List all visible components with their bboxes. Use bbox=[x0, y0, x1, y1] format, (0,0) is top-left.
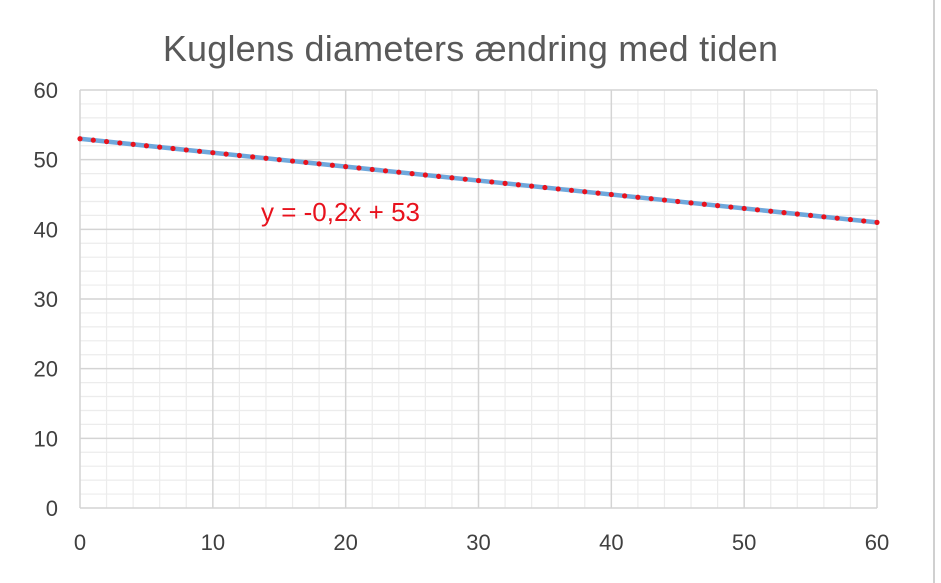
data-point bbox=[555, 186, 561, 192]
data-point bbox=[807, 212, 814, 218]
data-point bbox=[861, 218, 867, 224]
y-tick-label: 60 bbox=[34, 78, 58, 103]
x-tick-label: 60 bbox=[865, 530, 889, 555]
data-point bbox=[834, 215, 840, 221]
major-grid bbox=[79, 89, 878, 509]
data-point bbox=[715, 203, 721, 209]
data-point bbox=[130, 141, 136, 147]
data-point bbox=[303, 159, 309, 166]
data-point bbox=[622, 193, 628, 199]
data-point bbox=[821, 214, 827, 220]
data-point bbox=[502, 180, 508, 186]
data-point bbox=[329, 162, 335, 168]
data-point bbox=[90, 137, 96, 143]
data-point bbox=[263, 155, 269, 161]
x-tick-label: 0 bbox=[74, 530, 86, 555]
x-axis-ticks: 0 10 20 30 40 50 60 bbox=[74, 530, 889, 555]
data-point bbox=[382, 168, 389, 174]
data-point bbox=[223, 151, 229, 157]
x-tick-label: 30 bbox=[466, 530, 490, 555]
data-point bbox=[183, 147, 189, 153]
data-point bbox=[117, 140, 123, 146]
data-point bbox=[236, 152, 242, 159]
data-point bbox=[661, 197, 668, 203]
x-tick-label: 20 bbox=[333, 530, 357, 555]
trendline-equation: y = -0,2x + 53 bbox=[261, 197, 420, 227]
y-tick-label: 10 bbox=[34, 426, 58, 451]
data-point bbox=[210, 150, 216, 156]
data-point bbox=[768, 208, 774, 214]
data-point bbox=[515, 182, 521, 188]
data-point bbox=[675, 198, 681, 205]
data-point bbox=[475, 177, 482, 184]
y-tick-label: 30 bbox=[34, 287, 58, 312]
data-point bbox=[608, 191, 614, 198]
data-point bbox=[595, 190, 601, 196]
data-point bbox=[728, 204, 734, 210]
data-point bbox=[489, 179, 495, 185]
data-point bbox=[847, 216, 854, 223]
data-points bbox=[77, 136, 880, 225]
data-point bbox=[316, 161, 322, 167]
data-point bbox=[276, 157, 282, 163]
y-tick-label: 0 bbox=[46, 496, 58, 521]
data-point bbox=[648, 196, 654, 202]
y-tick-label: 50 bbox=[34, 148, 58, 173]
data-point bbox=[250, 154, 256, 160]
x-tick-label: 10 bbox=[201, 530, 225, 555]
data-point bbox=[582, 189, 588, 195]
data-point bbox=[369, 166, 375, 173]
y-axis-ticks: 0 10 20 30 40 50 60 bbox=[34, 78, 58, 521]
chart-title: Kuglens diameters ændring med tiden bbox=[162, 28, 779, 69]
data-point bbox=[422, 172, 428, 178]
data-point bbox=[781, 210, 787, 216]
data-point bbox=[289, 158, 296, 164]
data-point bbox=[688, 200, 694, 206]
data-point bbox=[103, 138, 110, 145]
data-point bbox=[343, 164, 349, 170]
data-point bbox=[701, 201, 707, 207]
data-point bbox=[754, 207, 761, 213]
data-point bbox=[449, 175, 455, 181]
y-tick-label: 20 bbox=[34, 357, 58, 382]
data-point bbox=[635, 194, 641, 200]
x-tick-label: 50 bbox=[732, 530, 756, 555]
x-tick-label: 40 bbox=[599, 530, 623, 555]
data-point bbox=[542, 184, 548, 191]
data-point bbox=[77, 136, 83, 142]
data-point bbox=[396, 169, 402, 175]
data-point bbox=[143, 143, 150, 149]
data-point bbox=[436, 173, 442, 179]
data-point bbox=[196, 148, 203, 154]
data-point bbox=[794, 211, 800, 217]
data-point bbox=[462, 176, 468, 182]
data-point bbox=[157, 144, 163, 150]
data-point bbox=[170, 145, 176, 152]
data-point bbox=[529, 183, 535, 189]
data-point bbox=[409, 171, 415, 177]
data-point bbox=[741, 205, 747, 212]
data-point bbox=[568, 187, 575, 193]
chart-border bbox=[933, 0, 935, 583]
data-point bbox=[874, 219, 880, 225]
data-point bbox=[356, 165, 362, 171]
y-tick-label: 40 bbox=[34, 217, 58, 242]
